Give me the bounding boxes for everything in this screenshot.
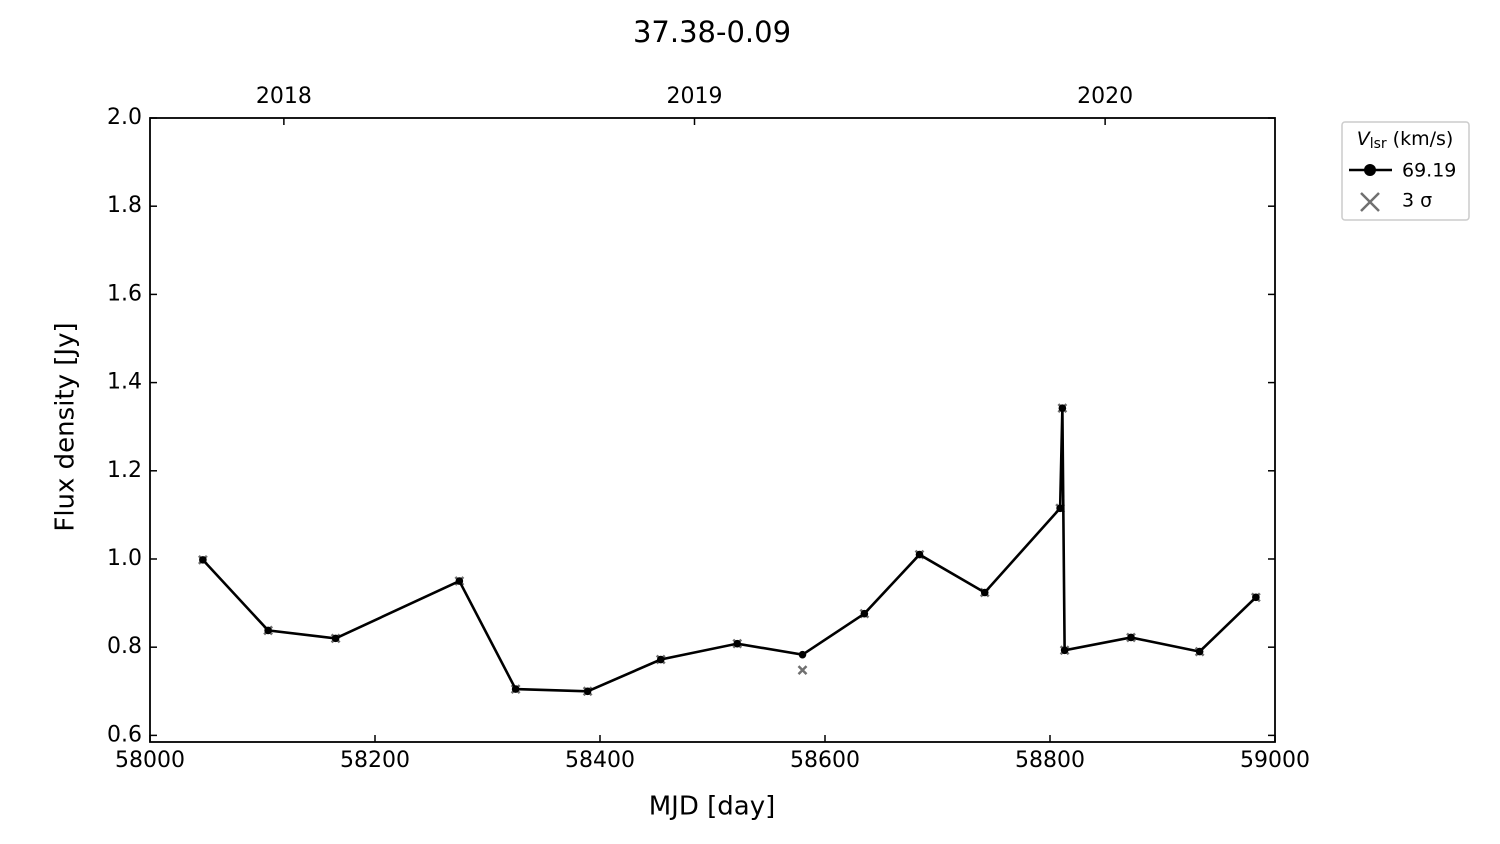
top-x-tick-label: 2019 [667, 84, 723, 109]
top-x-tick-label: 2020 [1077, 84, 1133, 109]
x-tick-label: 59000 [1240, 748, 1310, 773]
point [1127, 633, 1135, 642]
y-tick-label: 1.2 [107, 458, 142, 483]
point [980, 588, 989, 597]
point [915, 550, 924, 559]
point [656, 655, 665, 664]
point [860, 609, 869, 618]
legend-marker [1364, 164, 1376, 176]
point [511, 685, 520, 693]
y-tick-label: 1.6 [107, 281, 142, 306]
x-axis-label: MJD [day] [649, 792, 776, 822]
point [1252, 593, 1260, 602]
point [798, 650, 807, 659]
legend-box [1341, 121, 1470, 221]
legend-title: Vlsr (km/s) [1357, 128, 1454, 153]
y-axis-label: Flux density [Jy] [51, 322, 81, 531]
point [1058, 404, 1067, 412]
x-tick-label: 58400 [565, 748, 635, 773]
legend-label: 3 σ [1402, 190, 1432, 212]
y-tick-label: 1.0 [107, 546, 142, 571]
point [733, 639, 742, 648]
x-tick-label: 58600 [790, 748, 860, 773]
series-line [201, 408, 1257, 693]
point [264, 626, 272, 635]
point [199, 556, 207, 564]
y-tick-label: 2.0 [107, 105, 142, 130]
x-marker [797, 665, 808, 676]
point [1056, 504, 1064, 513]
point [1060, 646, 1069, 655]
x-tick-label: 58000 [115, 748, 185, 773]
x-marker [1360, 192, 1380, 212]
point [455, 577, 464, 585]
top-x-tick-label: 2018 [256, 84, 312, 109]
point [1195, 647, 1204, 656]
plot-frame [149, 117, 1276, 743]
y-tick-label: 1.4 [107, 370, 142, 395]
y-tick-label: 1.8 [107, 193, 142, 218]
chart-title: 37.38-0.09 [633, 15, 791, 49]
y-tick-label: 0.8 [107, 634, 142, 659]
y-tick-label: 0.6 [107, 722, 142, 747]
point [583, 687, 592, 696]
x-tick-label: 58800 [1015, 748, 1085, 773]
legend-label: 69.19 [1402, 160, 1456, 182]
point [331, 634, 340, 643]
x-tick-label: 58200 [340, 748, 410, 773]
